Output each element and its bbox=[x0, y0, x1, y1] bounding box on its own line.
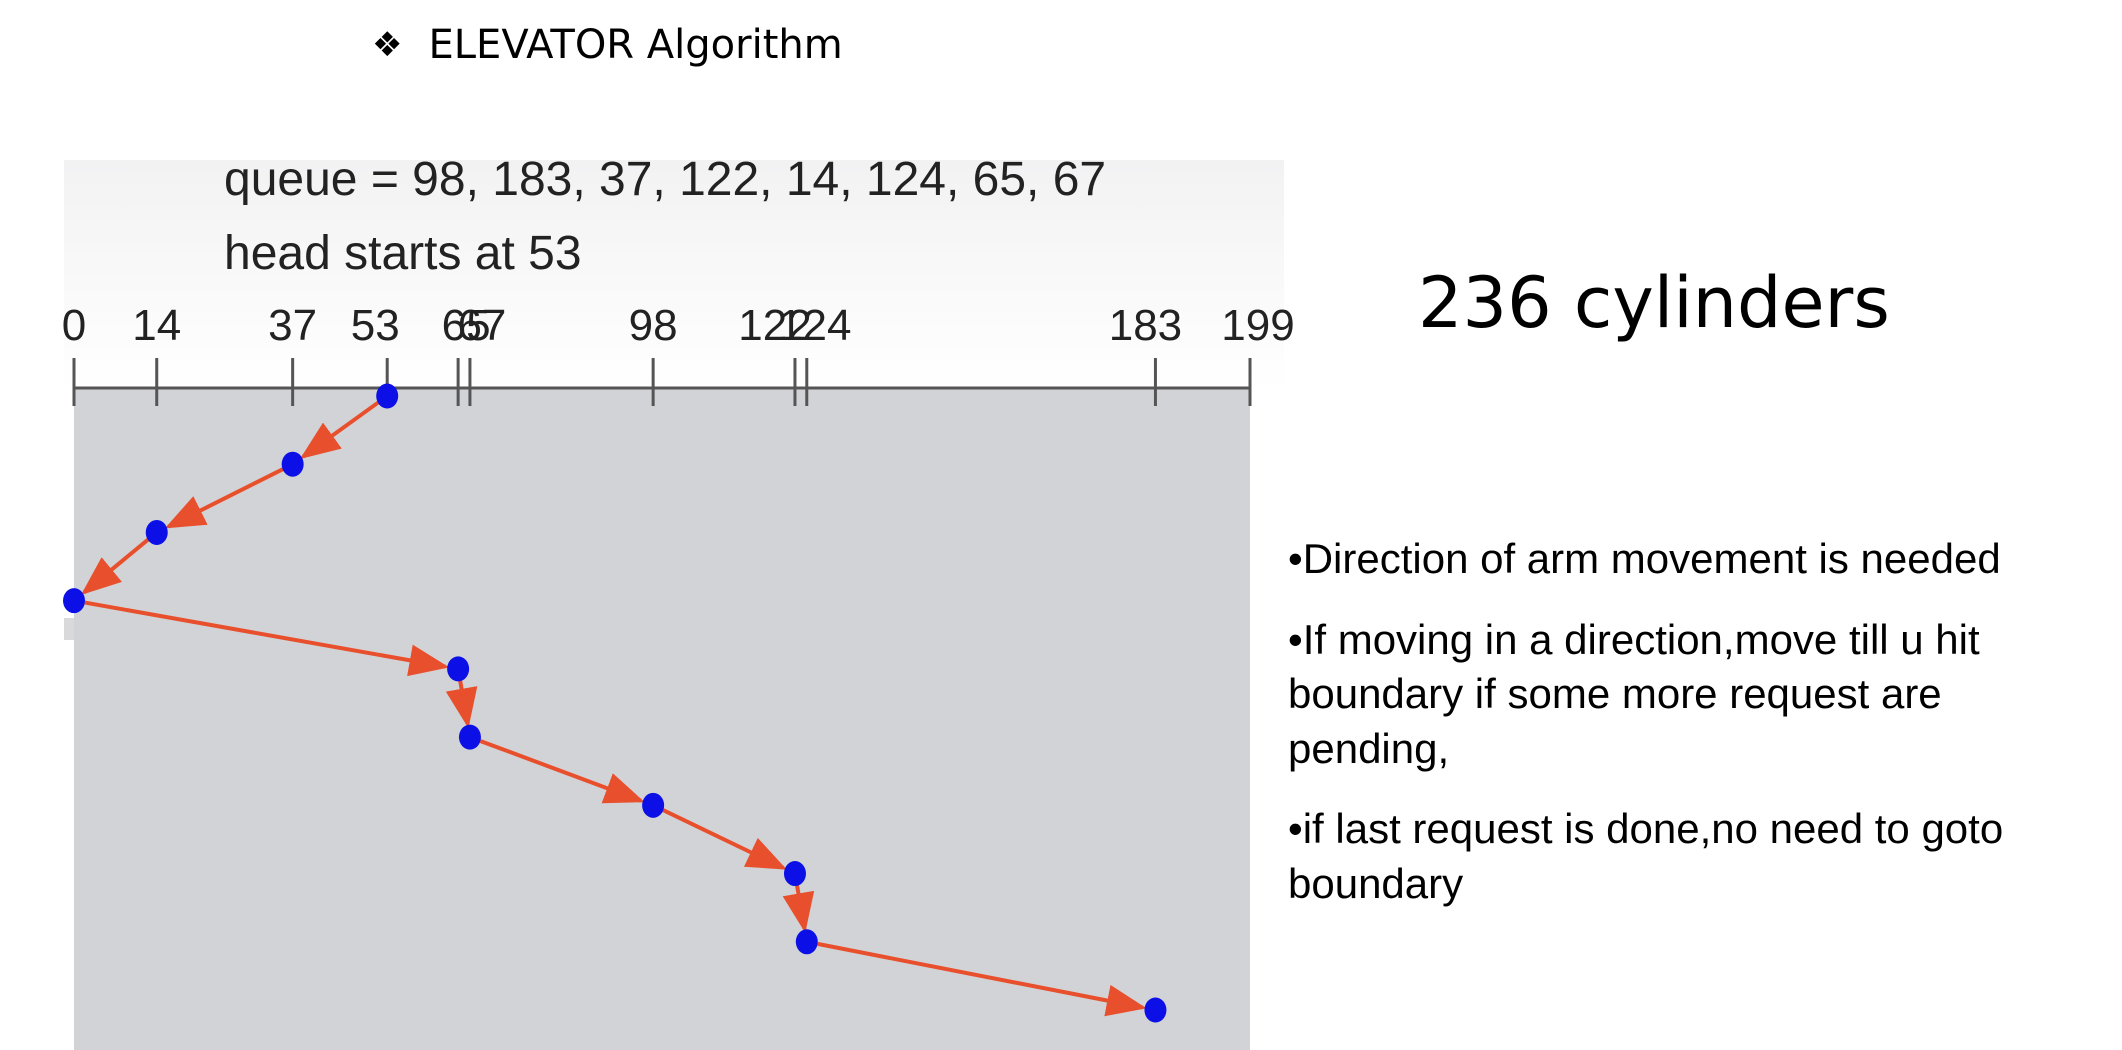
request-point bbox=[447, 656, 470, 682]
panel-notch bbox=[64, 618, 74, 640]
request-point bbox=[145, 519, 168, 545]
axis-tick-label: 183 bbox=[1109, 301, 1182, 350]
slide-title: ELEVATOR Algorithm bbox=[428, 22, 843, 68]
notes-list: •Direction of arm movement is needed •If… bbox=[1288, 532, 2108, 938]
movement-arrow bbox=[817, 941, 1147, 1017]
axis-tick-label: 122 bbox=[738, 301, 811, 350]
queue-label: queue = 98, 183, 37, 122, 14, 124, 65, 6… bbox=[224, 153, 1107, 206]
movement-arrow bbox=[445, 679, 478, 729]
note-item: •Direction of arm movement is needed bbox=[1288, 535, 2001, 582]
request-points bbox=[63, 383, 1167, 1023]
movement-arrow bbox=[80, 537, 150, 595]
request-point bbox=[458, 724, 481, 750]
request-point bbox=[642, 792, 665, 818]
axis-tick-label: 98 bbox=[629, 301, 678, 350]
movement-arrow bbox=[782, 884, 815, 933]
movement-arrow bbox=[84, 600, 450, 677]
axis-ticks bbox=[72, 358, 1252, 406]
axis-tick-label: 0 bbox=[62, 301, 86, 350]
diamond-bullet-icon: ❖ bbox=[372, 25, 403, 65]
movement-arrow bbox=[662, 808, 787, 870]
diagram-panel bbox=[74, 388, 1250, 1050]
axis-tick-label: 37 bbox=[268, 301, 317, 350]
axis-tick-label: 67 bbox=[457, 301, 506, 350]
request-point bbox=[783, 861, 806, 887]
head-start-label: head starts at 53 bbox=[224, 227, 582, 280]
request-point bbox=[376, 383, 399, 409]
axis-tick-label: 14 bbox=[132, 301, 181, 350]
request-point bbox=[63, 588, 85, 614]
slide-heading: ❖ ELEVATOR Algorithm bbox=[372, 22, 843, 68]
request-point bbox=[1144, 997, 1167, 1023]
head-movement-path bbox=[80, 400, 1147, 1017]
movement-arrow bbox=[479, 739, 645, 804]
axis-tick-label: 53 bbox=[351, 301, 400, 350]
axis-tick-label: 65 bbox=[442, 301, 491, 350]
note-item: •If moving in a direction,move till u hi… bbox=[1288, 615, 1980, 772]
request-point bbox=[281, 451, 304, 477]
axis-tick-label: 199 bbox=[1221, 301, 1294, 350]
request-point bbox=[795, 929, 818, 955]
diagram-header-backdrop bbox=[64, 160, 1284, 390]
axis-tick-label: 124 bbox=[778, 301, 851, 350]
total-cylinders: 236 cylinders bbox=[1418, 262, 1890, 344]
movement-arrow bbox=[164, 467, 284, 529]
note-item: •if last request is done,no need to goto… bbox=[1288, 805, 2004, 907]
movement-arrow bbox=[299, 400, 380, 459]
